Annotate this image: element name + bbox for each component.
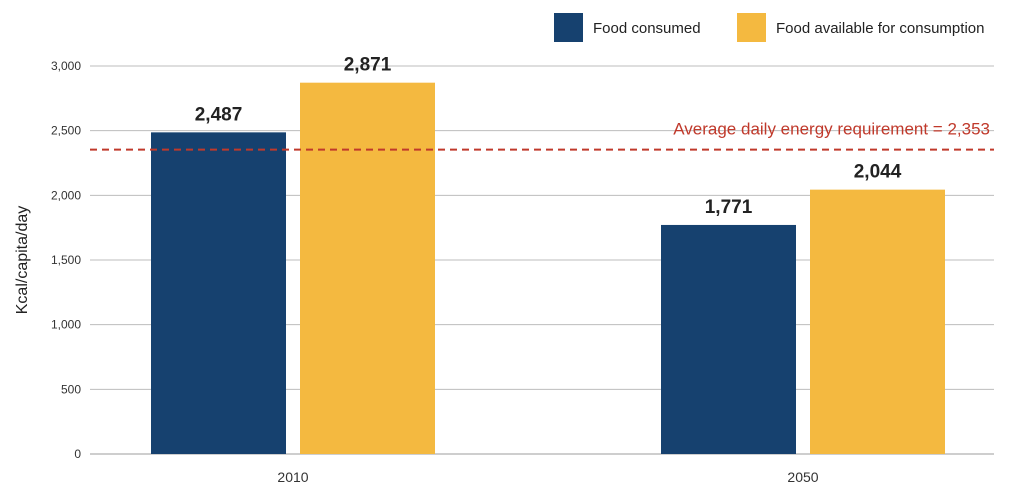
y-tick-label: 3,000 (51, 59, 81, 73)
bars (151, 82, 945, 455)
x-axis-ticks: 2010 2050 (277, 469, 818, 485)
data-label: 2,871 (344, 55, 392, 76)
y-axis-ticks: 0 500 1,000 1,500 2,000 2,500 3,000 (51, 59, 81, 461)
y-tick-label: 2,500 (51, 124, 81, 138)
y-tick-label: 2,000 (51, 188, 81, 202)
data-label: 2,487 (195, 104, 243, 125)
bar-food-consumed-2050 (661, 224, 796, 454)
y-tick-label: 1,500 (51, 253, 81, 267)
reference-line-label: Average daily energy requirement = 2,353 (673, 120, 990, 139)
data-label: 2,044 (854, 162, 902, 183)
legend: Food consumed Food available for consumpt… (554, 13, 984, 42)
bar-food-available-for-consumption-2010 (300, 82, 435, 455)
legend-swatch (737, 13, 766, 42)
bar-food-available-for-consumption-2050 (810, 189, 945, 454)
y-tick-label: 500 (61, 382, 81, 396)
data-labels: 2,487 2,871 1,771 2,044 (195, 55, 902, 218)
legend-label: Food available for consumption (776, 20, 984, 37)
y-tick-label: 1,000 (51, 318, 81, 332)
data-label: 1,771 (705, 197, 753, 218)
y-axis-label: Kcal/capita/day (14, 206, 31, 315)
bar-food-consumed-2010 (151, 132, 286, 454)
legend-swatch (554, 13, 583, 42)
legend-label: Food consumed (593, 20, 701, 37)
x-tick-label: 2010 (277, 469, 308, 485)
x-tick-label: 2050 (787, 469, 818, 485)
y-tick-label: 0 (74, 447, 81, 461)
